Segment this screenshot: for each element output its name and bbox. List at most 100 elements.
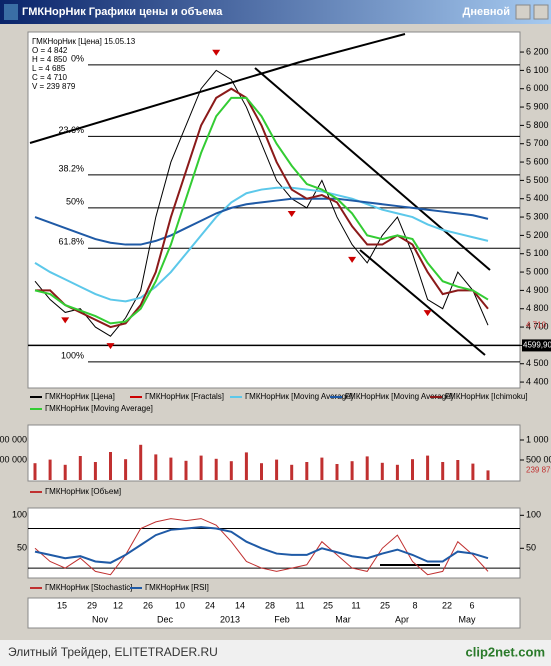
volume-bar	[350, 461, 354, 480]
volume-bar	[154, 454, 158, 480]
fib-label: 0%	[71, 53, 84, 63]
legend-label: ГМКНорНик [Объем]	[45, 487, 121, 496]
y-tick-label: 4 700	[526, 321, 549, 331]
time-axis	[27, 597, 521, 629]
fib-label: 50%	[66, 196, 84, 206]
last-value-label: 4 710	[526, 320, 547, 329]
x-day-label: 10	[175, 600, 185, 610]
fib-label: 23.6%	[58, 125, 84, 135]
volume-bar	[335, 464, 339, 480]
x-day-label: 25	[323, 600, 333, 610]
y-tick-label: 5 500	[526, 175, 549, 185]
y-tick-label: 4 500	[526, 358, 549, 368]
series-line	[34, 69, 489, 337]
app-icon	[4, 4, 18, 20]
y-tick-label: 100	[526, 510, 541, 520]
volume-bar	[48, 459, 52, 480]
volume-bar	[260, 463, 263, 480]
fractal-arrow	[287, 211, 296, 218]
volume-bar	[380, 462, 384, 480]
x-day-label: 29	[87, 600, 97, 610]
x-month-label: 2013	[220, 614, 240, 624]
y-tick-label: 5 600	[526, 156, 549, 166]
info-line: ГМКНорНик [Цена] 15.05.13	[32, 37, 136, 46]
y-tick-label: 6 200	[526, 46, 549, 56]
y-tick-label: 6 000	[526, 83, 549, 93]
x-day-label: 22	[442, 600, 452, 610]
y-tick-label: 5 200	[526, 230, 549, 240]
series-line	[34, 526, 489, 564]
period-button[interactable]	[515, 4, 531, 20]
y-tick-label: 500 000	[0, 454, 27, 464]
footer-source: Элитный Трейдер, ELITETRADER.RU	[8, 645, 218, 659]
volume-bar	[395, 464, 399, 480]
x-month-label: Apr	[395, 614, 409, 624]
trend-line	[254, 67, 491, 271]
volume-bar	[320, 457, 324, 480]
volume-bar	[93, 462, 97, 480]
fractal-arrow	[106, 343, 115, 350]
y-tick-label: 5 900	[526, 101, 549, 111]
y-tick-label: 4 800	[526, 303, 549, 313]
series-line	[34, 518, 489, 576]
volume-bar	[275, 459, 279, 480]
footer	[0, 640, 551, 666]
series-line	[34, 197, 489, 246]
volume-bar	[471, 463, 475, 480]
volume-bar	[169, 457, 173, 480]
volume-bar	[78, 456, 82, 480]
series-line	[34, 186, 489, 303]
legend-label: ГМКНорНик [Fractals]	[145, 392, 224, 401]
close-button[interactable]	[533, 4, 549, 20]
period: Дневной	[463, 6, 511, 18]
x-day-label: 15	[57, 600, 67, 610]
x-day-label: 11	[351, 600, 360, 610]
legend-label: ГМКНорНик [Moving Average]	[45, 404, 153, 413]
volume-bar	[199, 455, 203, 480]
title-bar	[0, 0, 551, 24]
footer-brand: clip2net.com	[466, 644, 545, 659]
price-line-label: 4599,90	[523, 341, 551, 350]
series-line	[34, 96, 489, 325]
y-tick-label: 1 000 000	[526, 434, 551, 444]
x-month-label: Dec	[157, 614, 174, 624]
oscillator-panel	[27, 507, 521, 579]
volume-bar	[63, 464, 67, 480]
trend-line	[29, 61, 301, 144]
volume-bar	[214, 458, 218, 480]
volume-bar	[365, 456, 369, 480]
volume-bar	[411, 459, 414, 480]
volume-bar	[139, 444, 143, 480]
y-tick-label: 50	[17, 543, 27, 553]
x-month-label: Feb	[274, 614, 290, 624]
volume-bar	[290, 464, 294, 480]
x-day-label: 25	[380, 600, 390, 610]
x-month-label: Nov	[92, 614, 109, 624]
y-tick-label: 5 300	[526, 211, 549, 221]
y-tick-label: 100	[12, 510, 27, 520]
window-title: ГМКНорНик Графики цены и объема	[22, 6, 223, 18]
legend-label: ГМКНорНик [RSI]	[145, 583, 209, 592]
info-line: O = 4 842	[32, 46, 68, 55]
x-day-label: 26	[143, 600, 153, 610]
fractal-arrow	[348, 256, 357, 263]
fib-label: 61.8%	[58, 237, 84, 247]
y-tick-label: 5 400	[526, 193, 549, 203]
x-day-label: 8	[412, 600, 417, 610]
fib-label: 100%	[61, 350, 84, 360]
trend-line	[299, 33, 406, 63]
x-month-label: May	[458, 614, 476, 624]
price-box	[522, 339, 551, 352]
fib-label: 38.2%	[58, 163, 84, 173]
x-day-label: 24	[205, 600, 215, 610]
y-tick-label: 5 700	[526, 138, 549, 148]
volume-bar	[426, 455, 430, 480]
trend-line	[359, 249, 486, 356]
volume-bar	[486, 470, 490, 480]
y-tick-label: 500 000	[526, 454, 551, 464]
volume-bar	[456, 460, 460, 480]
volume-bar	[124, 459, 128, 480]
info-line: L = 4 685	[32, 64, 66, 73]
legend-label: ГМКНорНик [Ichimoku]	[445, 392, 528, 401]
